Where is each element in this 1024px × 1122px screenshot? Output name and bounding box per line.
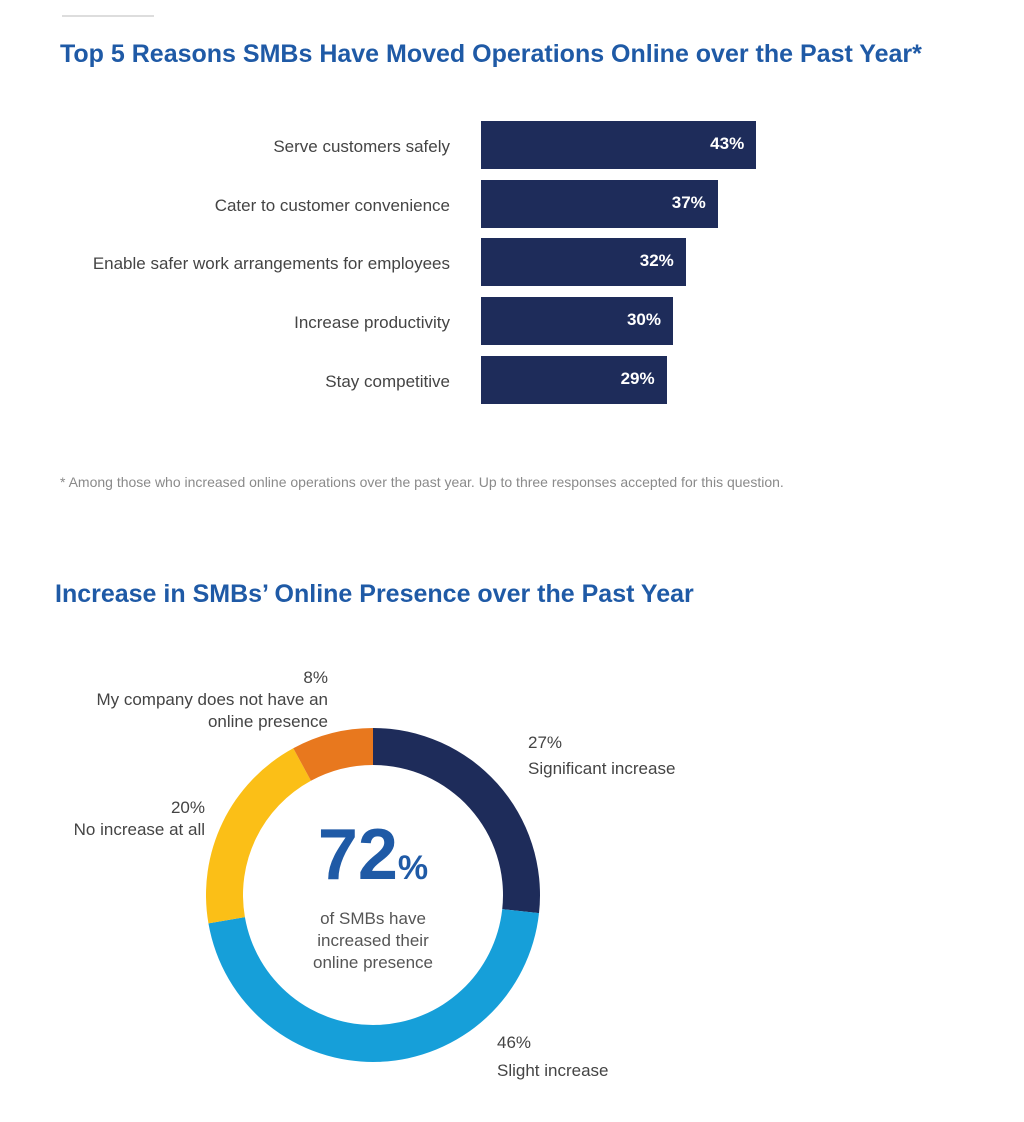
label-no-presence: 8% My company does not have an online pres… — [96, 668, 328, 731]
label-significant: 27% Significant increase — [528, 733, 676, 778]
bar-chart-title: Top 5 Reasons SMBs Have Moved Operations… — [60, 40, 922, 68]
bar-value-label: 37% — [671, 193, 706, 212]
center-value: 72% — [317, 815, 429, 895]
bar: 37% — [481, 180, 718, 228]
bar-value-label: 30% — [626, 310, 661, 329]
donut-slice — [373, 728, 540, 914]
center-text: online presence — [312, 953, 434, 972]
donut-slice — [205, 748, 311, 924]
bar-value-label: 43% — [710, 134, 745, 153]
bar: 29% — [481, 356, 667, 404]
donut-slice — [293, 728, 373, 781]
bar-value-label: 32% — [639, 251, 674, 270]
bar-label: Increase productivity — [294, 313, 450, 332]
bar-label: Serve customers safely — [273, 137, 450, 156]
bar: 43% — [481, 121, 757, 169]
divider — [62, 15, 154, 17]
bar-label: Cater to customer convenience — [214, 196, 450, 215]
bar: 32% — [481, 238, 686, 286]
center-text: of SMBs have — [320, 909, 426, 928]
donut-chart-title: Increase in SMBs’ Online Presence over t… — [55, 580, 694, 608]
label-no-increase: 20% No increase at all — [73, 798, 205, 839]
center-text: increased their — [317, 931, 429, 950]
bar-label: Enable safer work arrangements for emplo… — [92, 254, 450, 273]
donut-center: 72% of SMBs have increased their online … — [273, 815, 473, 974]
label-slight: 46% Slight increase — [497, 1033, 609, 1080]
bar-value-label: 29% — [620, 369, 655, 388]
bar-label: Stay competitive — [325, 372, 450, 391]
footnote: * Among those who increased online opera… — [60, 474, 784, 490]
bar: 30% — [481, 297, 673, 345]
donut-slice — [208, 909, 540, 1063]
